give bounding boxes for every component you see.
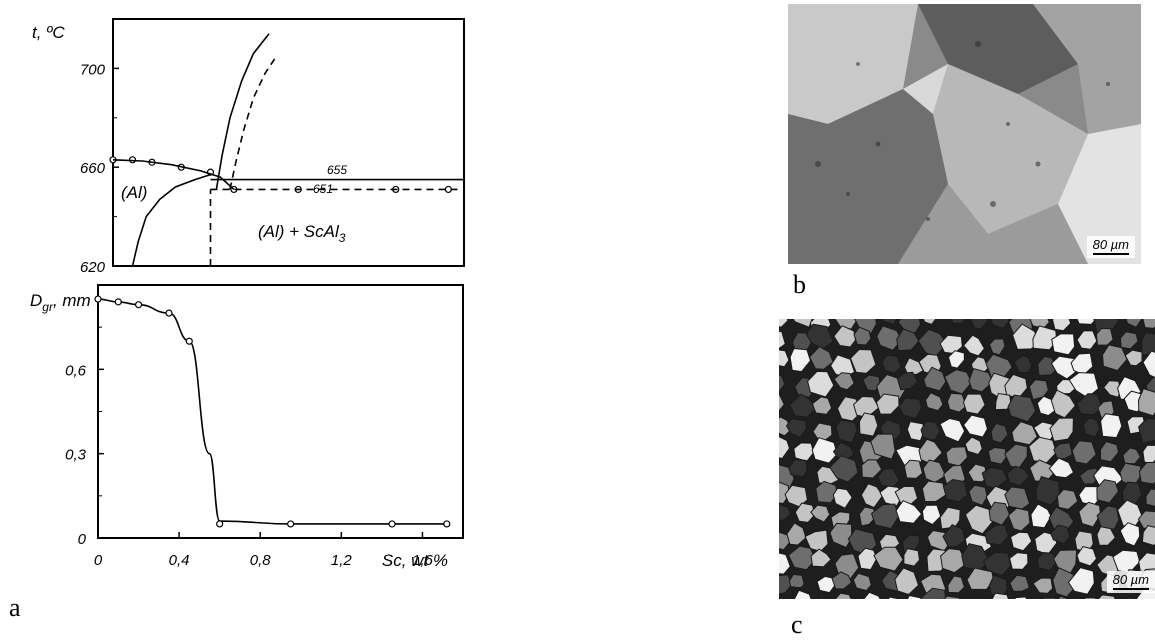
- region-label-al: (Al): [121, 183, 147, 202]
- top-y-tick-label: 700: [80, 61, 106, 78]
- grain: [904, 549, 920, 567]
- bottom-data-point: [166, 310, 172, 316]
- grain: [860, 413, 878, 436]
- bottom-data-point: [444, 521, 450, 527]
- bottom-line-grain-size: [98, 299, 447, 524]
- scale-bar-c: 80 µm: [1107, 571, 1155, 593]
- bottom-data-point: [95, 296, 101, 302]
- panel-label-b: b: [793, 270, 806, 300]
- bottom-y-tick-label: 0,3: [65, 447, 87, 464]
- grain: [1101, 414, 1122, 438]
- top-y-axis-label: t, ºC: [32, 23, 65, 42]
- bottom-data-point: [186, 338, 192, 344]
- top-line-liquidus-ScAl3-side: [216, 34, 269, 190]
- annotation-eutectic-655: 655: [327, 163, 347, 177]
- bottom-data-point: [115, 299, 121, 305]
- bottom-x-tick-label: 0,4: [169, 552, 190, 569]
- region-label-two-phase: (Al) + ScAl3: [258, 222, 346, 245]
- panel-label-c: c: [791, 610, 803, 640]
- grain: [904, 460, 922, 478]
- top-y-tick-label: 620: [80, 259, 106, 276]
- grain: [1143, 319, 1155, 328]
- scale-bar-b: 80 µm: [1087, 236, 1135, 258]
- bottom-x-tick-label: 0: [94, 552, 103, 569]
- top-y-tick-label: 660: [80, 160, 106, 177]
- bottom-data-point: [389, 521, 395, 527]
- bottom-data-point: [217, 521, 223, 527]
- fine-equiaxed-grain-microstructure: [779, 319, 1155, 599]
- x-axis-label: Sc, wt %: [382, 551, 448, 570]
- grain: [1143, 445, 1155, 464]
- bottom-y-axis-label: Dgr, mm: [30, 291, 91, 314]
- grain: [1096, 328, 1113, 345]
- panel-label-a: a: [9, 593, 21, 623]
- coarse-dendritic-microstructure: [788, 4, 1141, 264]
- bottom-x-tick-label: 0,8: [250, 552, 272, 569]
- bottom-data-point: [288, 521, 294, 527]
- micrograph-c-image: 80 µm: [779, 319, 1155, 599]
- bottom-x-tick-label: 1,2: [331, 552, 353, 569]
- bottom-y-tick-label: 0: [78, 531, 87, 548]
- annotation-eutectic-651: 651: [313, 182, 333, 196]
- grain: [789, 574, 804, 587]
- grain: [1052, 334, 1075, 355]
- micrograph-b-image: 80 µm: [788, 4, 1141, 264]
- bottom-y-tick-label: 0,6: [65, 362, 87, 379]
- bottom-data-point: [136, 302, 142, 308]
- top-line-liquidus-ScAl3-side-dashed: [230, 59, 275, 190]
- grain-size-frame: [98, 285, 463, 538]
